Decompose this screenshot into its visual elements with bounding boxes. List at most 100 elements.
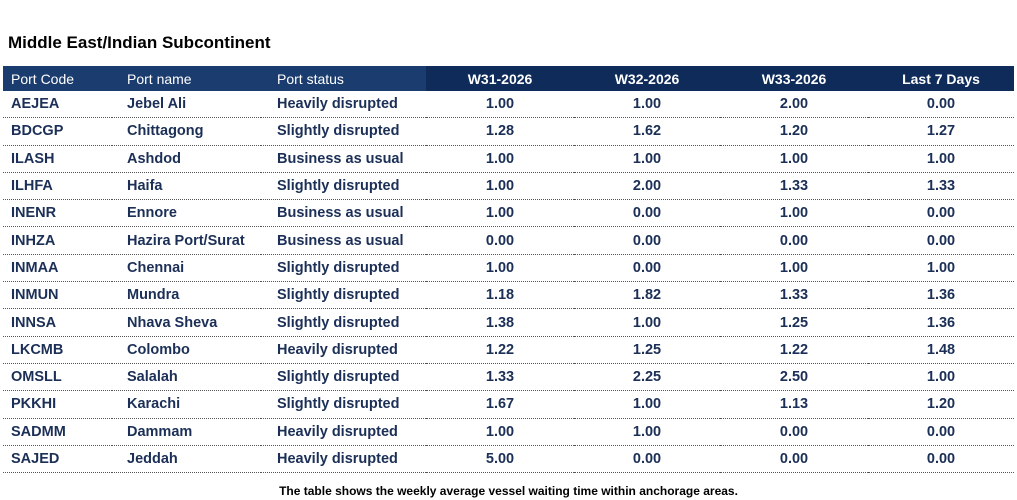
w32-cell: 0.00 (574, 226, 720, 255)
w33-cell: 1.25 (720, 308, 868, 337)
port-code-cell: INNSA (3, 308, 112, 337)
table-row: INNSA Nhava Sheva Slightly disrupted 1.3… (3, 308, 1014, 337)
w32-cell: 2.00 (574, 172, 720, 201)
w32-cell: 1.00 (574, 91, 720, 119)
w31-cell: 1.18 (426, 281, 574, 310)
table-row: PKKHI Karachi Slightly disrupted 1.67 1.… (3, 390, 1014, 419)
port-code-cell: LKCMB (3, 336, 112, 364)
w31-cell: 1.28 (426, 117, 574, 146)
w31-cell: 1.00 (426, 418, 574, 446)
port-name-cell: Nhava Sheva (112, 308, 261, 337)
w32-cell: 1.00 (574, 418, 720, 446)
port-status-cell: Heavily disrupted (261, 418, 426, 446)
port-name-cell: Hazira Port/Surat (112, 226, 261, 255)
port-name-cell: Karachi (112, 390, 261, 419)
table-row: INMUN Mundra Slightly disrupted 1.18 1.8… (3, 281, 1014, 310)
w33-cell: 1.22 (720, 336, 868, 364)
w33-cell: 1.00 (720, 145, 868, 173)
port-code-cell: ILASH (3, 145, 112, 173)
port-name-cell: Salalah (112, 363, 261, 392)
port-status-cell: Heavily disrupted (261, 91, 426, 119)
table-row: ILASH Ashdod Business as usual 1.00 1.00… (3, 145, 1014, 173)
table-row: ILHFA Haifa Slightly disrupted 1.00 2.00… (3, 172, 1014, 201)
port-code-cell: SADMM (3, 418, 112, 446)
port-code-cell: INENR (3, 199, 112, 228)
table-header-row: Port Code Port name Port status W31-2026… (3, 66, 1014, 91)
w32-cell: 1.00 (574, 390, 720, 419)
w33-cell: 1.33 (720, 172, 868, 201)
port-code-cell: INMUN (3, 281, 112, 310)
last-7-days-cell: 1.48 (868, 336, 1014, 364)
w32-cell: 1.00 (574, 308, 720, 337)
w31-cell: 1.38 (426, 308, 574, 337)
port-code-cell: AEJEA (3, 91, 112, 119)
w33-cell: 2.00 (720, 91, 868, 119)
port-status-cell: Business as usual (261, 199, 426, 228)
port-name-cell: Ennore (112, 199, 261, 228)
w32-cell: 0.00 (574, 254, 720, 283)
last-7-days-cell: 0.00 (868, 226, 1014, 255)
last-7-days-cell: 0.00 (868, 199, 1014, 228)
port-code-cell: BDCGP (3, 117, 112, 146)
port-status-cell: Slightly disrupted (261, 117, 426, 146)
w32-cell: 0.00 (574, 445, 720, 474)
port-name-cell: Jeddah (112, 445, 261, 474)
w32-cell: 1.00 (574, 145, 720, 173)
last-7-days-cell: 1.27 (868, 117, 1014, 146)
w33-cell: 0.00 (720, 226, 868, 255)
last-7-days-cell: 1.00 (868, 363, 1014, 392)
port-status-cell: Slightly disrupted (261, 363, 426, 392)
port-name-cell: Jebel Ali (112, 91, 261, 119)
w33-cell: 0.00 (720, 418, 868, 446)
w31-cell: 1.33 (426, 363, 574, 392)
page-title: Middle East/Indian Subcontinent (8, 33, 271, 52)
last-7-days-cell: 0.00 (868, 418, 1014, 446)
port-status-cell: Business as usual (261, 145, 426, 173)
table-row: INENR Ennore Business as usual 1.00 0.00… (3, 199, 1014, 228)
last-7-days-cell: 1.36 (868, 308, 1014, 337)
port-status-cell: Slightly disrupted (261, 308, 426, 337)
w32-cell: 2.25 (574, 363, 720, 392)
port-name-cell: Colombo (112, 336, 261, 364)
w31-cell: 1.00 (426, 254, 574, 283)
w33-cell: 1.00 (720, 199, 868, 228)
port-name-cell: Dammam (112, 418, 261, 446)
header-w33: W33-2026 (720, 66, 868, 91)
header-port-code: Port Code (3, 66, 112, 91)
table-caption: The table shows the weekly average vesse… (279, 484, 738, 498)
last-7-days-cell: 1.20 (868, 390, 1014, 419)
port-status-cell: Slightly disrupted (261, 172, 426, 201)
port-status-cell: Slightly disrupted (261, 390, 426, 419)
port-status-cell: Slightly disrupted (261, 281, 426, 310)
w33-cell: 2.50 (720, 363, 868, 392)
header-port-status: Port status (261, 66, 426, 91)
port-code-cell: INHZA (3, 226, 112, 255)
port-name-cell: Haifa (112, 172, 261, 201)
last-7-days-cell: 1.36 (868, 281, 1014, 310)
port-name-cell: Mundra (112, 281, 261, 310)
port-waiting-table: Port Code Port name Port status W31-2026… (3, 66, 1014, 474)
last-7-days-cell: 1.00 (868, 254, 1014, 283)
table-row: AEJEA Jebel Ali Heavily disrupted 1.00 1… (3, 91, 1014, 119)
last-7-days-cell: 0.00 (868, 91, 1014, 119)
w31-cell: 5.00 (426, 445, 574, 474)
port-name-cell: Chittagong (112, 117, 261, 146)
w31-cell: 1.00 (426, 145, 574, 173)
w31-cell: 0.00 (426, 226, 574, 255)
table-row: BDCGP Chittagong Slightly disrupted 1.28… (3, 117, 1014, 146)
table-row: INHZA Hazira Port/Surat Business as usua… (3, 226, 1014, 255)
w33-cell: 1.33 (720, 281, 868, 310)
w31-cell: 1.00 (426, 91, 574, 119)
port-code-cell: ILHFA (3, 172, 112, 201)
port-status-cell: Heavily disrupted (261, 445, 426, 474)
w31-cell: 1.00 (426, 199, 574, 228)
last-7-days-cell: 0.00 (868, 445, 1014, 474)
port-code-cell: OMSLL (3, 363, 112, 392)
w33-cell: 1.13 (720, 390, 868, 419)
table-row: SADMM Dammam Heavily disrupted 1.00 1.00… (3, 418, 1014, 446)
port-status-cell: Slightly disrupted (261, 254, 426, 283)
table-row: LKCMB Colombo Heavily disrupted 1.22 1.2… (3, 336, 1014, 364)
w33-cell: 1.00 (720, 254, 868, 283)
w32-cell: 0.00 (574, 199, 720, 228)
w32-cell: 1.62 (574, 117, 720, 146)
